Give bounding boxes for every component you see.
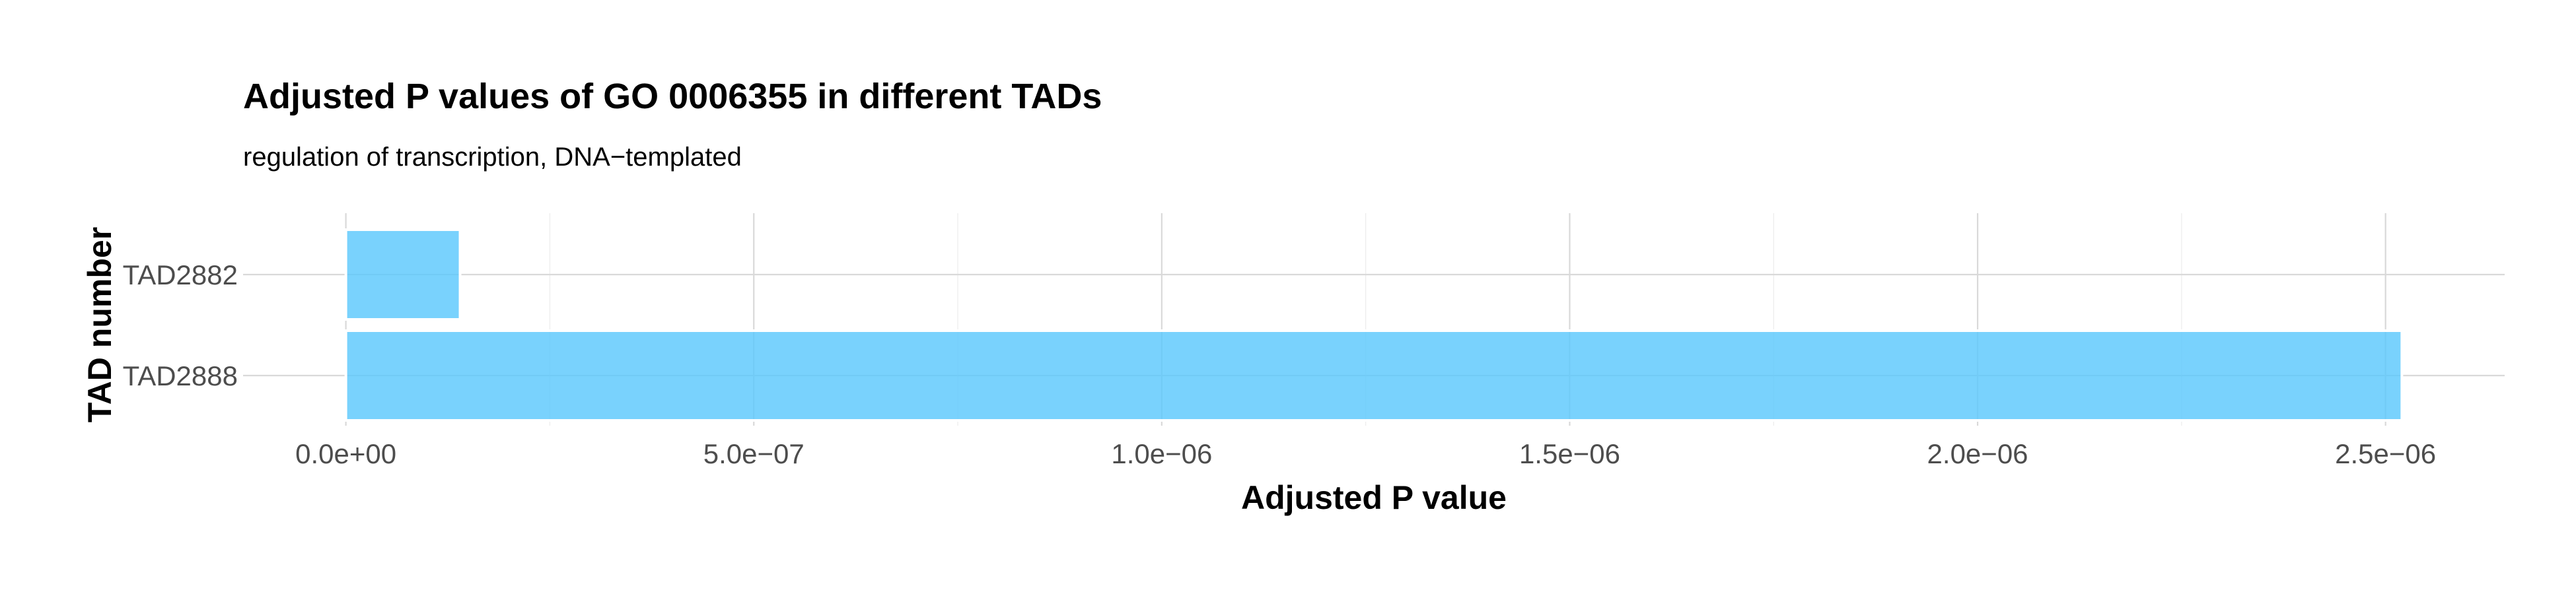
chart-title: Adjusted P values of GO 0006355 in diffe…	[243, 77, 1102, 116]
x-axis-title: Adjusted P value	[1241, 479, 1507, 516]
bar-tad2888	[344, 329, 2404, 422]
y-axis-ticks: TAD2882 TAD2888	[123, 259, 238, 391]
x-tick-label: 1.0e−06	[1111, 438, 1212, 469]
x-tick-label: 1.5e−06	[1519, 438, 1620, 469]
bars	[344, 228, 2404, 422]
x-axis-ticks: 0.0e+00 5.0e−07 1.0e−06 1.5e−06 2.0e−06 2.5e−…	[295, 438, 2436, 469]
x-tick-label: 2.0e−06	[1927, 438, 2028, 469]
x-tick-label: 0.0e+00	[295, 438, 396, 469]
y-axis-title: TAD number	[81, 227, 118, 422]
x-tick-label: 2.5e−06	[2335, 438, 2436, 469]
x-tick-label: 5.0e−07	[703, 438, 805, 469]
y-tick-label: TAD2882	[123, 259, 238, 290]
bar-tad2882	[344, 228, 462, 321]
y-tick-label: TAD2888	[123, 360, 238, 391]
chart-subtitle: regulation of transcription, DNA−templat…	[243, 143, 742, 172]
